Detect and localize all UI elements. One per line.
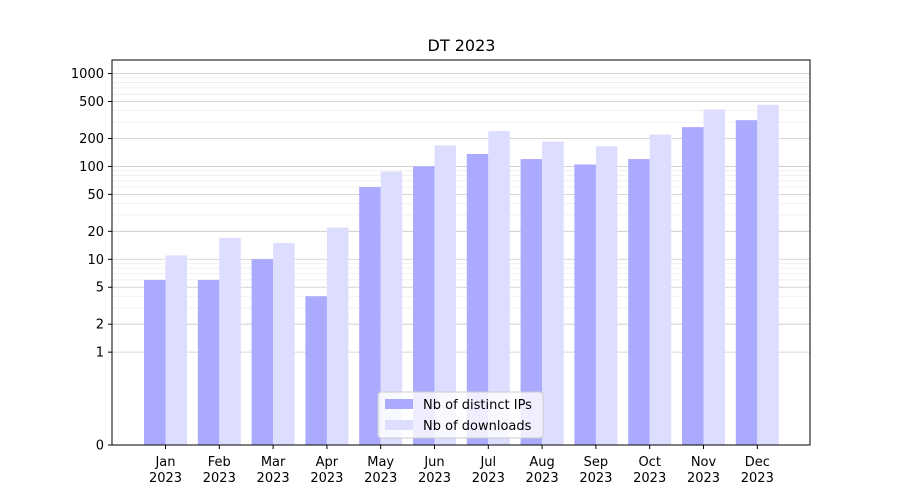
- x-tick-label: Dec 2023: [741, 455, 774, 486]
- x-tick-label-line: 2023: [526, 471, 559, 486]
- x-tick-label-line: 2023: [579, 471, 612, 486]
- x-tick-label: Feb 2023: [203, 455, 236, 486]
- x-tick-label-line: 2023: [310, 471, 343, 486]
- x-tick-label-line: Oct: [638, 455, 660, 470]
- x-tick-label: Sep 2023: [579, 455, 612, 486]
- x-tick-label-line: Mar: [261, 455, 286, 470]
- bar-downloads: [703, 109, 725, 446]
- x-tick-label-line: Aug: [529, 455, 554, 470]
- bar-downloads: [434, 145, 456, 445]
- bar-distinct-ips: [628, 159, 650, 445]
- bar-downloads: [542, 141, 564, 446]
- y-tick-label: 200: [79, 132, 104, 147]
- x-tick-label-line: Feb: [208, 455, 231, 470]
- x-tick-label-line: 2023: [203, 471, 236, 486]
- legend-label: Nb of downloads: [423, 419, 532, 434]
- x-tick-label-line: Jul: [479, 455, 496, 470]
- x-tick-label-line: 2023: [364, 471, 397, 486]
- x-tick-label: May 2023: [364, 455, 397, 486]
- bar-downloads: [219, 237, 241, 445]
- legend: Nb of distinct IPs Nb of downloads: [377, 391, 544, 439]
- y-axis: 0 1 2 5 10 20 50 100 200 500 1000: [71, 67, 112, 454]
- x-tick-label: Nov 2023: [687, 455, 720, 486]
- x-tick-label: Jul 2023: [472, 455, 505, 486]
- x-tick-label: Apr 2023: [310, 455, 343, 486]
- x-tick-label-line: 2023: [472, 471, 505, 486]
- y-tick-label: 50: [87, 188, 104, 203]
- x-tick-label: Jun 2023: [418, 455, 451, 486]
- bar-distinct-ips: [682, 127, 704, 446]
- legend-box: [377, 391, 544, 439]
- x-tick-label: Aug 2023: [526, 455, 559, 486]
- bar-downloads: [273, 242, 295, 445]
- y-tick-label: 0: [96, 439, 104, 454]
- bar-distinct-ips: [735, 120, 758, 446]
- x-tick-label: Jan 2023: [149, 455, 182, 486]
- y-tick-label: 5: [96, 281, 104, 296]
- x-tick-label-line: Nov: [691, 455, 717, 470]
- x-tick-label-line: 2023: [687, 471, 720, 486]
- x-tick-label-line: 2023: [418, 471, 451, 486]
- bar-downloads: [757, 104, 779, 446]
- x-tick-label-line: 2023: [149, 471, 182, 486]
- bar-distinct-ips: [197, 279, 220, 445]
- x-tick-label-line: Jun: [423, 455, 444, 470]
- bars: [144, 104, 779, 446]
- legend-swatch: [385, 420, 413, 430]
- x-tick-label-line: Jan: [154, 455, 175, 470]
- bar-distinct-ips: [144, 279, 166, 445]
- y-tick-label: 2: [96, 318, 104, 333]
- plot-frame: [111, 59, 811, 446]
- x-tick-label-line: Sep: [584, 455, 609, 470]
- x-tick-label-line: May: [367, 455, 394, 470]
- bar-distinct-ips: [305, 296, 327, 445]
- bar-distinct-ips: [251, 259, 274, 445]
- bar-distinct-ips: [413, 166, 435, 446]
- bar-downloads: [380, 171, 403, 446]
- bar-downloads: [649, 134, 672, 445]
- x-tick-label: Mar 2023: [257, 455, 290, 486]
- bar-downloads: [165, 255, 187, 445]
- bar-distinct-ips: [466, 154, 489, 445]
- y-tick-label: 1000: [71, 67, 104, 82]
- x-tick-label-line: Apr: [316, 455, 339, 470]
- x-tick-label-line: 2023: [257, 471, 290, 486]
- y-tick-label: 500: [79, 95, 104, 110]
- legend-label: Nb of distinct IPs: [423, 398, 532, 413]
- y-tick-label: 10: [87, 253, 104, 268]
- chart-title: DT 2023: [428, 36, 496, 55]
- bar-downloads: [488, 131, 510, 446]
- x-tick-label: Oct 2023: [633, 455, 666, 486]
- x-tick-label-line: 2023: [741, 471, 774, 486]
- x-tick-label-line: 2023: [633, 471, 666, 486]
- x-tick-label-line: Dec: [745, 455, 770, 470]
- bar-distinct-ips: [520, 159, 543, 445]
- y-tick-label: 100: [79, 160, 104, 175]
- bar-downloads: [326, 227, 349, 445]
- y-tick-label: 1: [96, 346, 104, 361]
- bar-distinct-ips: [574, 164, 596, 446]
- legend-swatch: [385, 399, 413, 409]
- y-tick-label: 20: [87, 225, 104, 240]
- bar-distinct-ips: [359, 187, 381, 445]
- bar-downloads: [595, 146, 618, 445]
